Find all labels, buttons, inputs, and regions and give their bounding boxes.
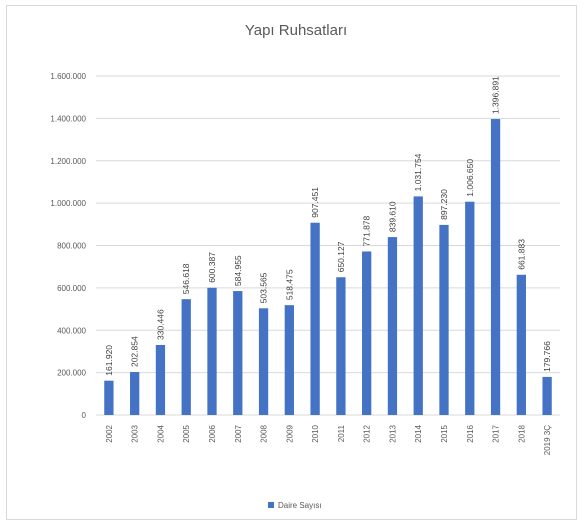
x-tick-label: 2004 [156, 424, 165, 442]
legend-swatch [268, 502, 274, 508]
bar [336, 277, 346, 415]
bar [155, 344, 166, 415]
x-tick-label: 2008 [260, 424, 269, 442]
x-tick-label: 2006 [208, 424, 217, 442]
bar [439, 224, 449, 415]
data-label: 1.006.650 [465, 159, 475, 197]
x-tick-label: 2017 [492, 424, 501, 442]
bar [207, 287, 217, 415]
data-label: 179.766 [542, 341, 552, 372]
x-axis-ticks: 2002 2003 2004 2005 2006 2007 2008 2009 2010 2011… [105, 424, 552, 455]
bar [413, 196, 423, 415]
x-tick-label: 2003 [131, 424, 140, 442]
data-label: 503.565 [259, 272, 269, 303]
legend: Daire Sayısı [268, 501, 322, 510]
bar [490, 119, 501, 415]
y-tick-label: 1.600.000 [50, 72, 86, 81]
chart-frame [6, 5, 577, 520]
x-tick-label: 2002 [105, 424, 114, 442]
bar [258, 308, 269, 415]
data-label: 661.883 [516, 239, 526, 270]
data-label: 518.475 [284, 269, 294, 300]
bar [130, 372, 140, 415]
y-tick-label: 800.000 [57, 242, 86, 251]
y-axis-ticks: 0 200.000 400.000 600.000 800.000 1.000.000 1.… [50, 72, 86, 420]
x-tick-label: 2009 [285, 424, 294, 442]
bar [284, 305, 294, 415]
data-label: 650.127 [336, 241, 346, 272]
y-tick-label: 400.000 [57, 326, 86, 335]
bar [233, 291, 243, 415]
x-tick-label: 2018 [517, 424, 526, 442]
data-label: 839.610 [387, 201, 397, 232]
x-tick-label: 2010 [311, 424, 320, 442]
bar [362, 251, 372, 415]
gridlines [96, 75, 560, 416]
y-tick-label: 0 [82, 411, 87, 420]
x-tick-label: 2013 [388, 424, 397, 442]
x-tick-label: 2016 [466, 424, 475, 442]
y-tick-label: 600.000 [57, 284, 86, 293]
x-tick-label: 2011 [337, 424, 346, 442]
data-label: 600.387 [207, 252, 217, 283]
x-tick-label: 2007 [234, 424, 243, 442]
data-label: 330.446 [155, 309, 165, 340]
data-label: 584.955 [233, 255, 243, 286]
data-label: 1.031.754 [413, 153, 423, 191]
y-tick-label: 1.200.000 [50, 157, 86, 166]
data-label: 202.854 [130, 336, 140, 367]
data-label: 1.396.891 [491, 76, 501, 114]
legend-label: Daire Sayısı [278, 501, 322, 510]
data-label: 546.618 [181, 263, 191, 294]
y-tick-label: 1.000.000 [50, 199, 86, 208]
data-label: 161.920 [104, 345, 114, 376]
x-tick-label: 2019 3Ç [543, 425, 552, 455]
bar [465, 201, 475, 415]
bar [387, 237, 398, 415]
bar [104, 380, 114, 415]
data-labels: 161.920 202.854 330.446 546.618 600.387 584.9… [104, 76, 552, 376]
bar [181, 299, 191, 415]
chart-title: Yapı Ruhsatları [245, 22, 347, 39]
y-tick-label: 1.400.000 [50, 114, 86, 123]
bar [516, 274, 526, 415]
bar [542, 376, 552, 415]
x-tick-label: 2005 [182, 424, 191, 442]
bar [310, 222, 320, 415]
bars [104, 119, 552, 415]
y-tick-label: 200.000 [57, 369, 86, 378]
x-tick-label: 2015 [440, 424, 449, 442]
data-label: 907.451 [310, 187, 320, 218]
data-label: 897.230 [439, 189, 449, 220]
data-label: 771.878 [362, 215, 372, 246]
x-tick-label: 2014 [414, 424, 423, 442]
x-tick-label: 2012 [363, 424, 372, 442]
